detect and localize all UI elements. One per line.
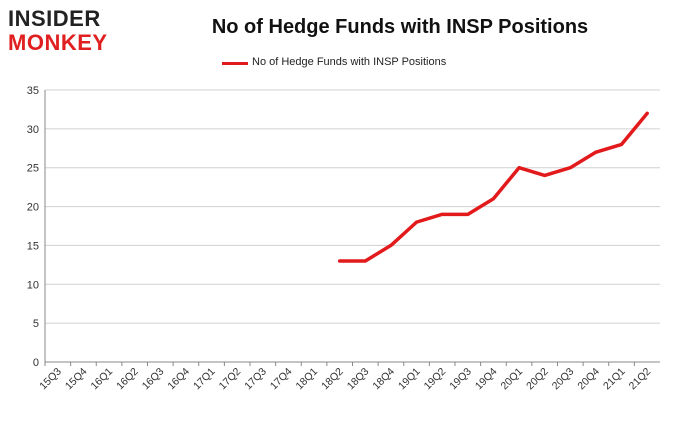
x-tick-label: 16Q3 [140, 366, 167, 393]
data-point [389, 243, 393, 247]
x-tick-label: 21Q1 [601, 366, 628, 393]
data-point [363, 259, 367, 263]
y-tick-label: 5 [33, 318, 39, 330]
data-point [440, 212, 444, 216]
x-tick-label: 21Q2 [627, 366, 654, 393]
x-tick-label: 20Q1 [499, 366, 526, 393]
x-tick-label: 17Q3 [242, 366, 269, 393]
y-tick-label: 25 [27, 163, 39, 175]
x-tick-label: 17Q4 [268, 366, 295, 393]
data-point [645, 111, 649, 115]
y-tick-label: 20 [27, 202, 39, 214]
x-tick-label: 20Q4 [575, 366, 602, 393]
data-point [466, 212, 470, 216]
series-line-0 [337, 111, 649, 263]
x-tick-label: 17Q1 [191, 366, 218, 393]
data-point [594, 150, 598, 154]
x-tick-label: 18Q4 [370, 366, 397, 393]
legend-label: No of Hedge Funds with INSP Positions [252, 56, 447, 68]
data-point [517, 166, 521, 170]
x-tick-label: 18Q1 [294, 366, 321, 393]
x-tick-label: 20Q3 [550, 366, 577, 393]
y-tick-label: 30 [27, 124, 39, 136]
y-tick-label: 0 [33, 357, 39, 369]
chart-title: No of Hedge Funds with INSP Positions [211, 16, 589, 38]
y-tick-label: 10 [27, 279, 39, 291]
x-tick-label: 18Q3 [345, 366, 372, 393]
x-tick-label: 18Q2 [319, 366, 346, 393]
x-tick-label: 19Q1 [396, 366, 423, 393]
data-point [568, 166, 572, 170]
data-point [415, 220, 419, 224]
x-tick-label: 20Q2 [524, 366, 551, 393]
data-point [338, 259, 342, 263]
x-tick-label: 15Q4 [63, 366, 90, 393]
legend-swatch [222, 62, 248, 65]
data-point [620, 142, 624, 146]
data-point [543, 173, 547, 177]
x-tick-label: 19Q4 [473, 366, 500, 393]
logo-text-monkey: MONKEY [8, 30, 108, 55]
x-tick-label: 17Q2 [217, 366, 244, 393]
logo-text-insider: INSIDER [8, 6, 101, 31]
x-tick-label: 16Q1 [89, 366, 116, 393]
x-tick-label: 19Q2 [422, 366, 449, 393]
y-tick-label: 35 [27, 85, 39, 97]
y-tick-label: 15 [27, 240, 39, 252]
x-tick-label: 16Q4 [165, 366, 192, 393]
x-tick-label: 19Q3 [447, 366, 474, 393]
data-point [491, 197, 495, 201]
x-tick-label: 16Q2 [114, 366, 141, 393]
x-tick-label: 15Q3 [37, 366, 64, 393]
insider-monkey-logo: INSIDER MONKEY [8, 6, 128, 55]
